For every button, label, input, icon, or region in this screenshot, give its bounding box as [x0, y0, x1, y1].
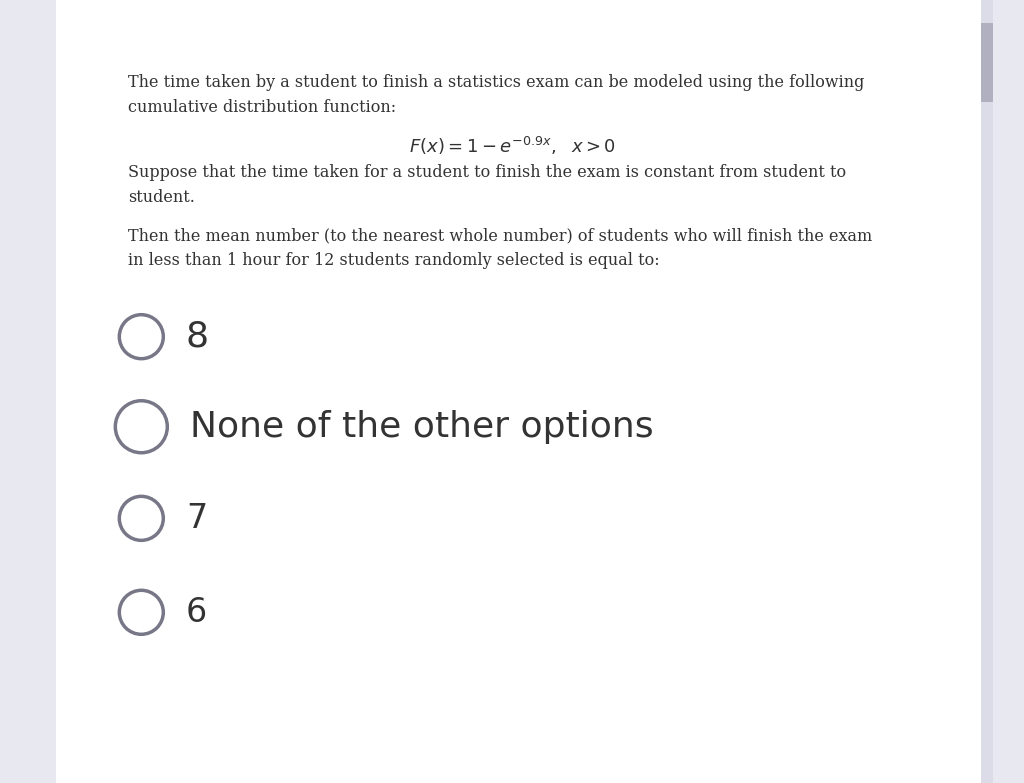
Text: 8: 8: [185, 319, 209, 354]
Text: The time taken by a student to finish a statistics exam can be modeled using the: The time taken by a student to finish a …: [128, 74, 864, 92]
Text: in less than 1 hour for 12 students randomly selected is equal to:: in less than 1 hour for 12 students rand…: [128, 252, 659, 269]
Text: 6: 6: [185, 596, 207, 629]
Text: cumulative distribution function:: cumulative distribution function:: [128, 99, 396, 117]
Text: 7: 7: [185, 502, 207, 535]
Text: Then the mean number (to the nearest whole number) of students who will finish t: Then the mean number (to the nearest who…: [128, 227, 872, 244]
Text: Suppose that the time taken for a student to finish the exam is constant from st: Suppose that the time taken for a studen…: [128, 164, 846, 182]
Text: student.: student.: [128, 189, 195, 207]
Text: None of the other options: None of the other options: [189, 410, 653, 444]
Text: $F(x) = 1 - e^{-0.9x},\ \ x > 0$: $F(x) = 1 - e^{-0.9x},\ \ x > 0$: [409, 135, 615, 157]
